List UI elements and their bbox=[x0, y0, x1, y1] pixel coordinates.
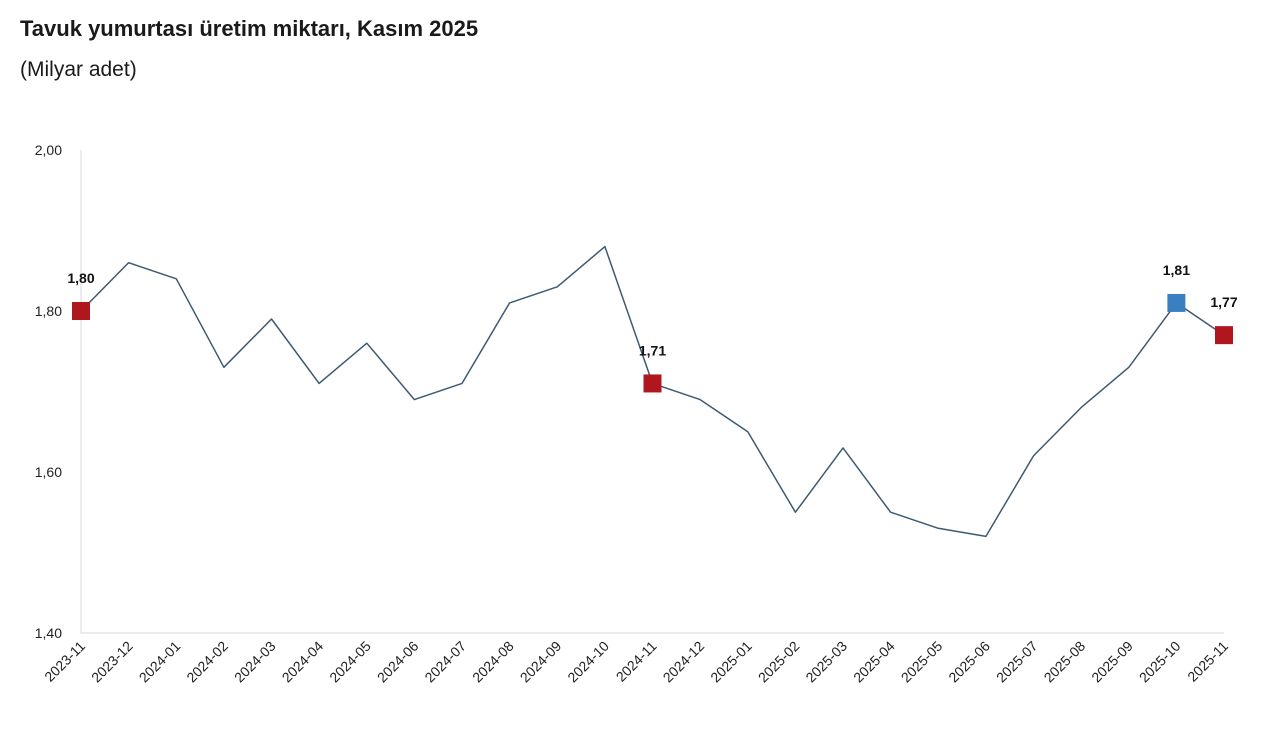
x-tick-label: 2024-02 bbox=[183, 638, 231, 686]
x-tick-label: 2023-12 bbox=[88, 638, 136, 686]
x-tick-label: 2025-05 bbox=[898, 638, 946, 686]
chart-subtitle: (Milyar adet) bbox=[20, 58, 137, 81]
x-tick-label: 2024-03 bbox=[231, 638, 279, 686]
x-tick-label: 2024-07 bbox=[421, 638, 469, 686]
x-tick-label: 2024-10 bbox=[564, 638, 612, 686]
x-tick-label: 2025-09 bbox=[1088, 638, 1136, 686]
x-tick-label: 2024-04 bbox=[279, 638, 327, 686]
x-axis: 2023-11 2023-12 2024-01 2024-02 2024-03 2024-… bbox=[41, 632, 1231, 686]
x-tick-label: 2024-09 bbox=[517, 638, 565, 686]
x-tick-label: 2025-10 bbox=[1136, 638, 1184, 686]
chart-title: Tavuk yumurtası üretim miktarı, Kasım 20… bbox=[20, 16, 479, 41]
x-tick-label: 2025-02 bbox=[755, 638, 803, 686]
x-tick-label: 2023-11 bbox=[41, 638, 88, 685]
data-point-marker bbox=[1167, 293, 1186, 312]
x-tick-label: 2024-08 bbox=[469, 638, 517, 686]
y-tick-label: 1,40 bbox=[35, 625, 62, 641]
x-tick-label: 2025-03 bbox=[802, 638, 850, 686]
x-tick-label: 2024-01 bbox=[136, 638, 184, 686]
data-labels-group: 1,80 1,71 1,81 1,77 bbox=[67, 262, 1237, 359]
x-tick-label: 2024-12 bbox=[660, 638, 708, 686]
data-label: 1,71 bbox=[639, 342, 666, 358]
x-tick-label: 2025-08 bbox=[1041, 638, 1089, 686]
x-tick-label: 2025-01 bbox=[707, 638, 755, 686]
x-tick-label: 2025-06 bbox=[945, 638, 993, 686]
data-label: 1,81 bbox=[1163, 262, 1190, 278]
x-tick-label: 2024-11 bbox=[613, 638, 660, 685]
data-label: 1,77 bbox=[1210, 294, 1237, 310]
y-tick-label: 1,60 bbox=[35, 464, 62, 480]
data-point-marker bbox=[72, 302, 90, 320]
x-tick-label: 2024-05 bbox=[326, 638, 374, 686]
y-axis: 1,40 1,60 1,80 2,00 bbox=[35, 142, 82, 641]
data-point-marker bbox=[643, 374, 662, 393]
x-tick-label: 2025-04 bbox=[850, 638, 898, 686]
y-tick-label: 2,00 bbox=[35, 142, 62, 158]
markers-group bbox=[72, 293, 1233, 393]
y-tick-label: 1,80 bbox=[35, 303, 62, 319]
x-tick-label: 2025-07 bbox=[993, 638, 1041, 686]
x-tick-label: 2025-11 bbox=[1184, 638, 1231, 685]
x-tick-label: 2024-06 bbox=[374, 638, 422, 686]
data-label: 1,80 bbox=[67, 270, 94, 286]
data-point-marker bbox=[1215, 326, 1233, 345]
